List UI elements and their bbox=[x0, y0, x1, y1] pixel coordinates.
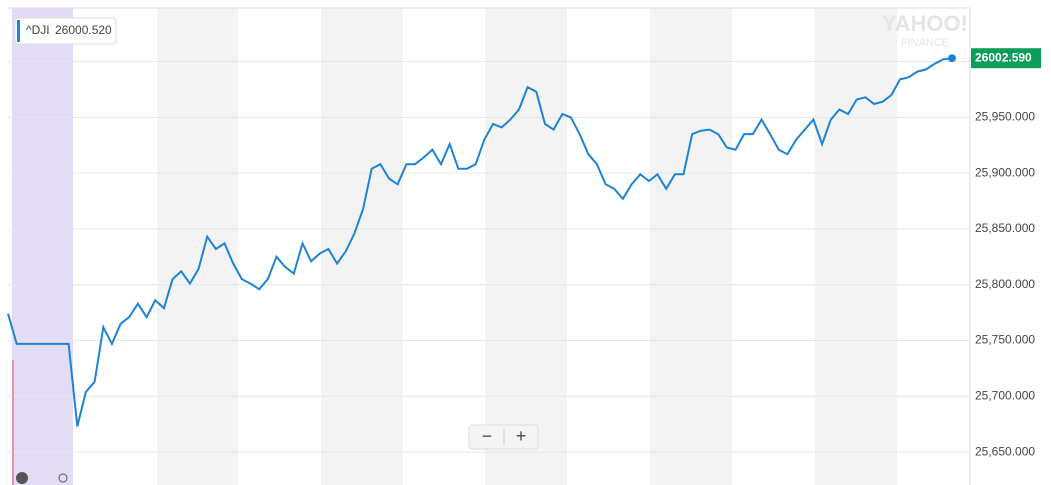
band bbox=[485, 8, 567, 485]
y-tick-label: 25,650.000 bbox=[975, 444, 1035, 458]
line bbox=[7, 57, 953, 427]
last-point bbox=[948, 54, 956, 63]
plot bbox=[7, 54, 956, 427]
sun-icon bbox=[58, 473, 68, 483]
y-tick-label: 25,800.000 bbox=[975, 277, 1035, 291]
watermark-sub: FINANCE bbox=[901, 37, 949, 49]
pre-market-band bbox=[12, 8, 73, 485]
y-tick-label: 25,750.000 bbox=[975, 333, 1035, 347]
tooltip-value: 26000.520 bbox=[55, 23, 112, 37]
band bbox=[650, 8, 732, 485]
tooltip: ^DJI 26000.520 bbox=[14, 17, 117, 45]
zoom-out[interactable]: − bbox=[482, 426, 493, 446]
moon-icon bbox=[16, 472, 28, 484]
price-tag-box bbox=[971, 48, 1041, 69]
watermark-brand: YAHOO! bbox=[882, 11, 968, 36]
zoom-in[interactable]: + bbox=[516, 426, 527, 446]
y-tick-label: 25,900.000 bbox=[975, 165, 1035, 179]
band bbox=[815, 8, 897, 485]
tooltip-swatch bbox=[17, 20, 20, 42]
y-tick-label: 25,700.000 bbox=[975, 388, 1035, 402]
tooltip-box bbox=[14, 17, 117, 45]
grid: 25,650.000 25,700.000 25,750.000 25,800.000… bbox=[8, 54, 1035, 458]
y-tick-label: 25,950.000 bbox=[975, 110, 1035, 124]
zoom-control: − + bbox=[468, 424, 539, 450]
price-tag: 26002.590 bbox=[971, 48, 1041, 69]
background-bands bbox=[8, 7, 971, 485]
price-tag-label: 26002.590 bbox=[975, 50, 1032, 64]
band bbox=[157, 8, 238, 485]
y-tick-label: 25,850.000 bbox=[975, 221, 1035, 235]
tooltip-symbol: ^DJI bbox=[26, 23, 50, 37]
band bbox=[321, 8, 403, 485]
